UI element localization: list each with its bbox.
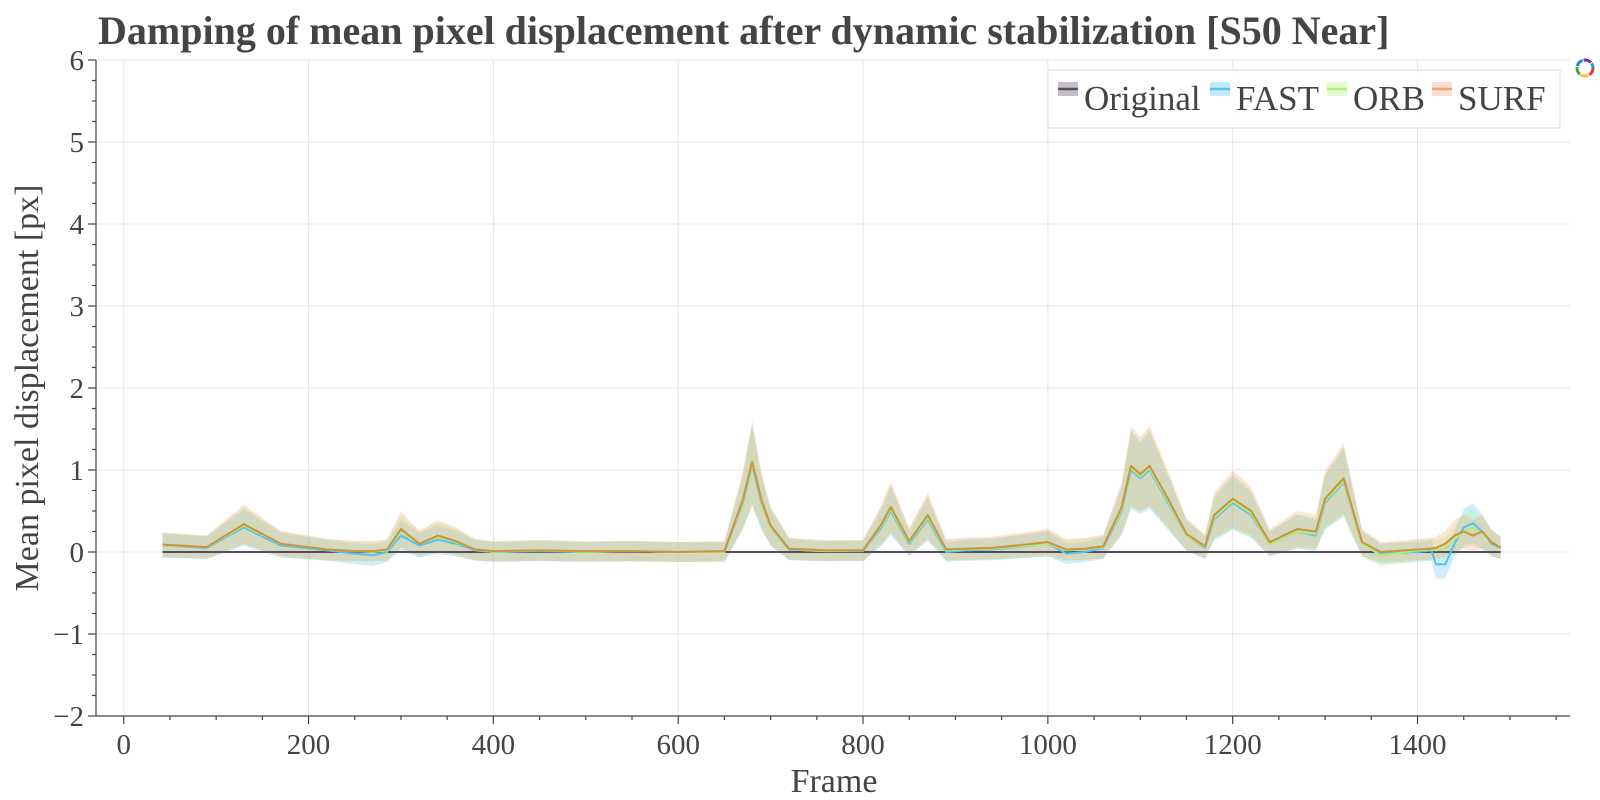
x-tick-label: 1000 [1019,729,1077,761]
y-tick-label: 3 [70,291,85,323]
x-tick-label: 0 [116,729,131,761]
legend-label: ORB [1353,79,1425,118]
y-tick-label: 0 [70,537,85,569]
x-tick-label: 200 [287,729,331,761]
tick-labels: 0 200 400 600 800 1000 1200 1400 −2 −1 0 1 2 3 4 5 6 [53,45,1446,761]
x-tick-label: 600 [656,729,700,761]
x-tick-label: 800 [841,729,885,761]
x-tick-label: 1400 [1389,729,1447,761]
y-tick-label: −2 [53,701,84,733]
series-line-overlay [162,460,1502,553]
x-tick-label: 400 [472,729,516,761]
x-axis-label: Frame [791,763,878,800]
legend-label: Original [1084,79,1201,118]
y-tick-label: 1 [70,455,85,487]
legend-box [1047,69,1561,129]
y-tick-label: 2 [70,373,85,405]
y-tick-label: −1 [53,619,84,651]
chart-title: Damping of mean pixel displacement after… [98,8,1389,53]
band-surf [162,420,1501,562]
y-axis-label: Mean pixel displacement [px] [9,185,46,592]
axes [88,59,1570,724]
y-tick-label: 4 [70,209,85,241]
series-lines [162,460,1502,566]
y-tick-label: 5 [70,127,85,159]
grid [96,59,1570,717]
legend: Original FAST ORB SURF [1047,69,1561,129]
y-tick-label: 6 [70,45,85,77]
legend-label: FAST [1236,79,1319,118]
color-wheel-icon [1575,58,1595,78]
x-tick-label: 1200 [1204,729,1262,761]
legend-label: SURF [1458,79,1546,118]
